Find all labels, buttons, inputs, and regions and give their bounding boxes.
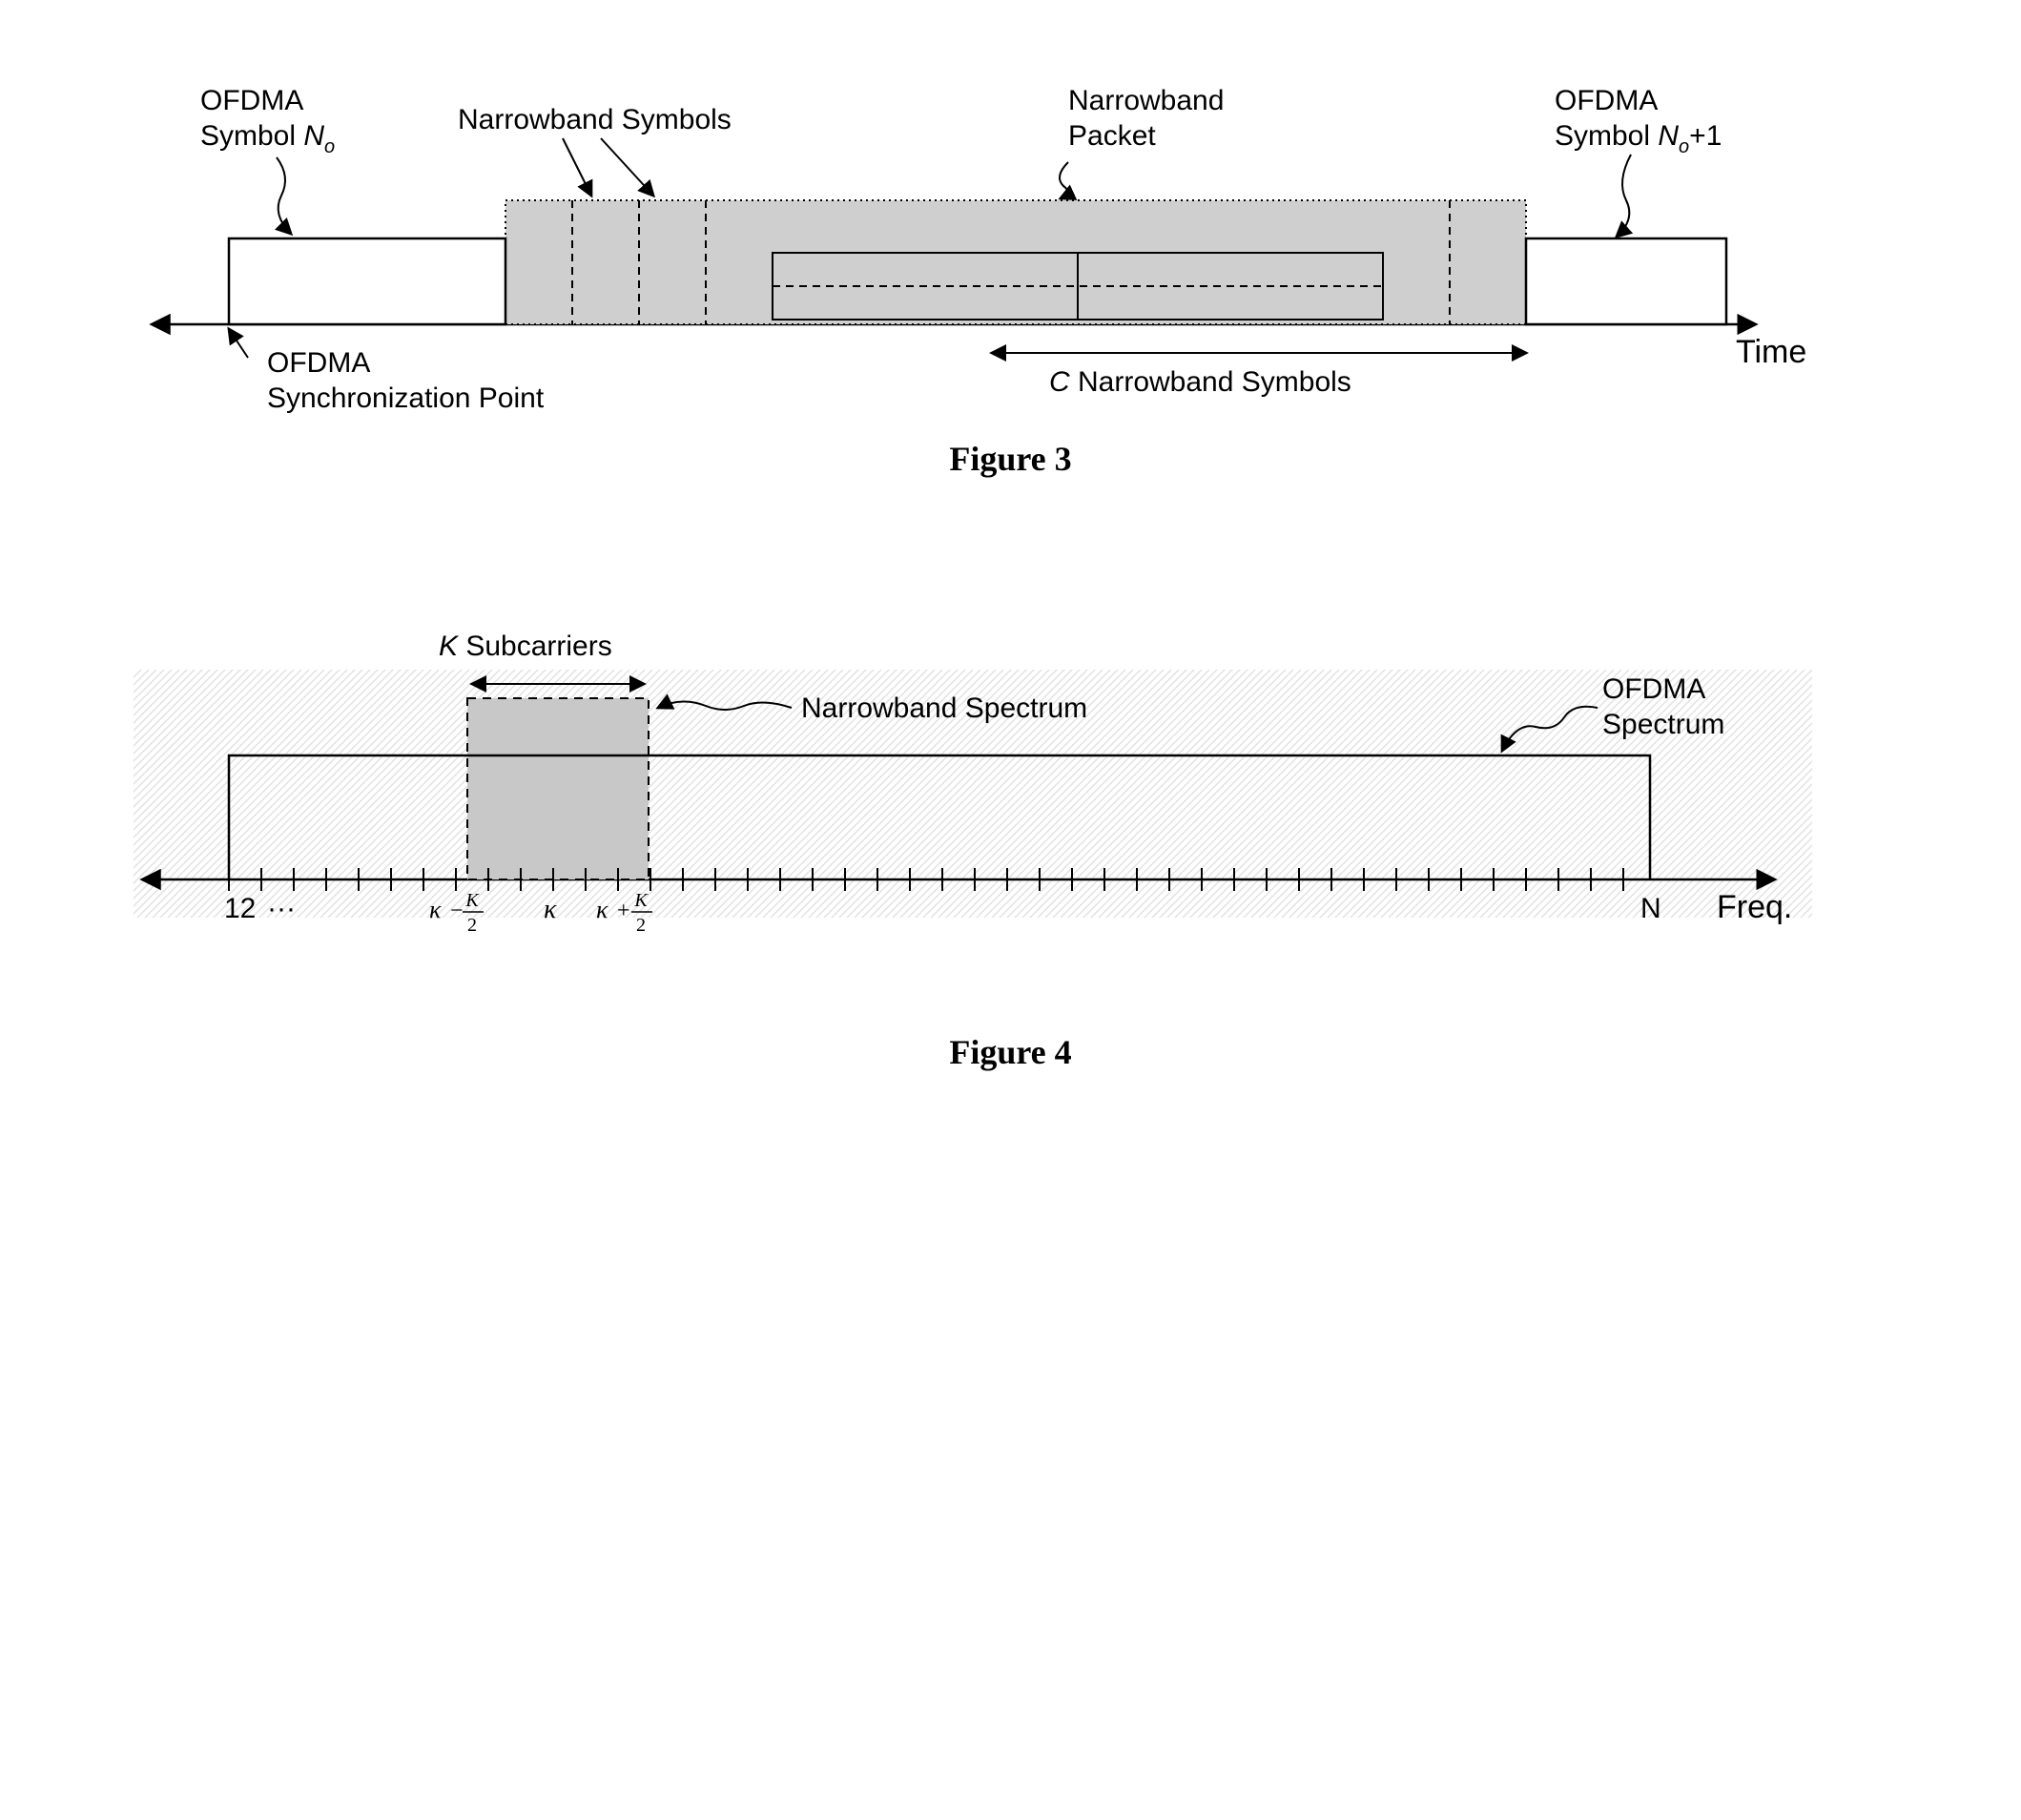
tick-label-12: 12 — [224, 893, 256, 924]
figure-3: OFDMA Symbol No Narrowband Symbols Narro… — [114, 76, 1907, 479]
ofdma-symbol-no1-box — [1526, 238, 1726, 324]
narrowband-spectrum-box — [467, 698, 649, 879]
k-subcarriers-label: K Subcarriers — [439, 631, 612, 662]
ofdma-symbol-no-box — [229, 238, 505, 324]
pointer-arrow — [1617, 155, 1631, 237]
figure-4-diagram: K Subcarriers Narrowband Spectrum OFDMA … — [114, 612, 1831, 1013]
svg-text:+: + — [617, 899, 630, 923]
tick-label-N: N — [1640, 893, 1661, 924]
figure-4: K Subcarriers Narrowband Spectrum OFDMA … — [114, 612, 1907, 1072]
figure-4-caption: Figure 4 — [114, 1032, 1907, 1072]
tick-label-kappa: κ — [544, 895, 557, 924]
figure-3-diagram: OFDMA Symbol No Narrowband Symbols Narro… — [114, 76, 1831, 420]
pointer-arrow — [229, 329, 248, 358]
figure-3-caption: Figure 3 — [114, 439, 1907, 479]
narrowband-symbols-label: Narrowband Symbols — [458, 104, 732, 135]
svg-text:κ: κ — [429, 896, 442, 923]
pointer-arrow — [601, 138, 653, 196]
svg-text:κ: κ — [596, 896, 608, 923]
pointer-arrow — [277, 157, 291, 234]
svg-text:−: − — [450, 899, 464, 923]
narrowband-packet-box — [505, 200, 1526, 324]
svg-text:2: 2 — [467, 915, 477, 936]
ofdma-spectrum-label: OFDMA — [1602, 673, 1705, 705]
svg-text:2: 2 — [636, 915, 646, 936]
sync-point-label: OFDMA — [267, 347, 370, 379]
ofdma-spectrum-label: Spectrum — [1602, 709, 1724, 740]
narrowband-spectrum-label: Narrowband Spectrum — [801, 693, 1087, 724]
freq-axis-label: Freq. — [1717, 889, 1792, 925]
ofdma-symbol-no-label: OFDMA — [200, 85, 303, 116]
svg-text:K: K — [633, 890, 649, 911]
ofdma-symbol-no1-label: OFDMA — [1555, 85, 1658, 116]
ofdma-symbol-no1-label: Symbol No+1 — [1555, 120, 1722, 157]
pointer-arrow — [1060, 162, 1068, 198]
sync-point-label: Synchronization Point — [267, 383, 545, 414]
c-narrowband-label: C Narrowband Symbols — [1049, 366, 1351, 398]
svg-text:K: K — [464, 890, 480, 911]
time-axis-label: Time — [1736, 334, 1806, 370]
narrowband-packet-label: Narrowband — [1068, 85, 1224, 116]
narrowband-packet-label: Packet — [1068, 120, 1156, 152]
pointer-arrow — [563, 138, 591, 196]
tick-label-dots: ··· — [267, 893, 296, 924]
ofdma-symbol-no-label: Symbol No — [200, 120, 335, 157]
